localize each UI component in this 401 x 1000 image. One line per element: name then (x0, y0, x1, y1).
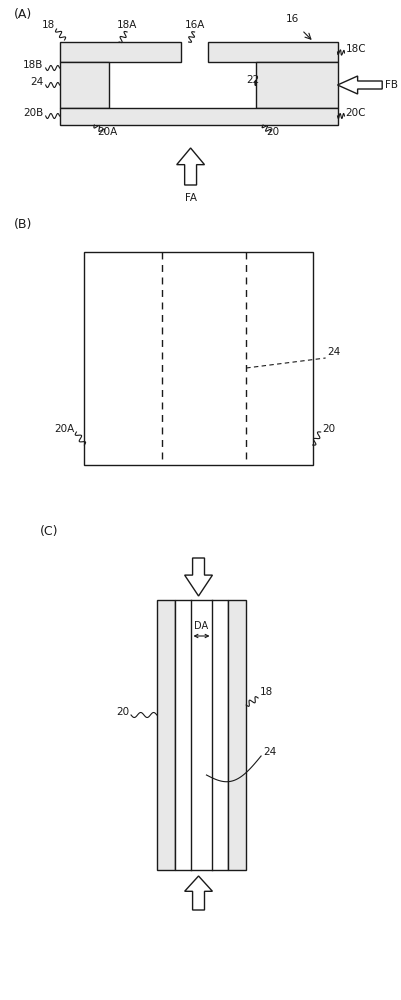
Polygon shape (338, 76, 382, 94)
Text: (A): (A) (14, 8, 32, 21)
Text: FA: FA (184, 193, 196, 203)
Text: 16A: 16A (184, 20, 205, 30)
Bar (60, 62, 109, 108)
Text: 18B: 18B (23, 60, 44, 70)
Text: 24: 24 (328, 347, 341, 357)
Text: 20B: 20B (23, 108, 44, 118)
Text: 20A: 20A (54, 424, 75, 434)
Text: 20C: 20C (346, 108, 366, 118)
Text: 16: 16 (286, 14, 300, 24)
Polygon shape (184, 558, 213, 596)
Bar (228, 600, 246, 870)
Text: 18C: 18C (346, 44, 366, 54)
Bar (209, 42, 338, 62)
Text: 24: 24 (30, 77, 44, 87)
Polygon shape (184, 876, 213, 910)
Bar (256, 62, 338, 108)
Text: 20: 20 (116, 707, 129, 717)
Text: 22: 22 (246, 75, 259, 85)
Text: (B): (B) (14, 218, 32, 231)
Bar (84, 252, 313, 465)
Text: 18: 18 (41, 20, 55, 30)
Bar (175, 600, 228, 870)
Polygon shape (177, 148, 205, 185)
Text: 20: 20 (323, 424, 336, 434)
Bar (60, 108, 338, 125)
Text: 18: 18 (260, 687, 273, 697)
Bar (157, 600, 175, 870)
Text: 20A: 20A (97, 127, 117, 137)
Text: FB: FB (385, 80, 398, 90)
Text: (C): (C) (40, 525, 58, 538)
Bar (60, 42, 181, 62)
Text: 20: 20 (266, 127, 279, 137)
Text: DA: DA (194, 621, 209, 631)
Text: 18A: 18A (117, 20, 137, 30)
Text: 24: 24 (263, 747, 276, 757)
